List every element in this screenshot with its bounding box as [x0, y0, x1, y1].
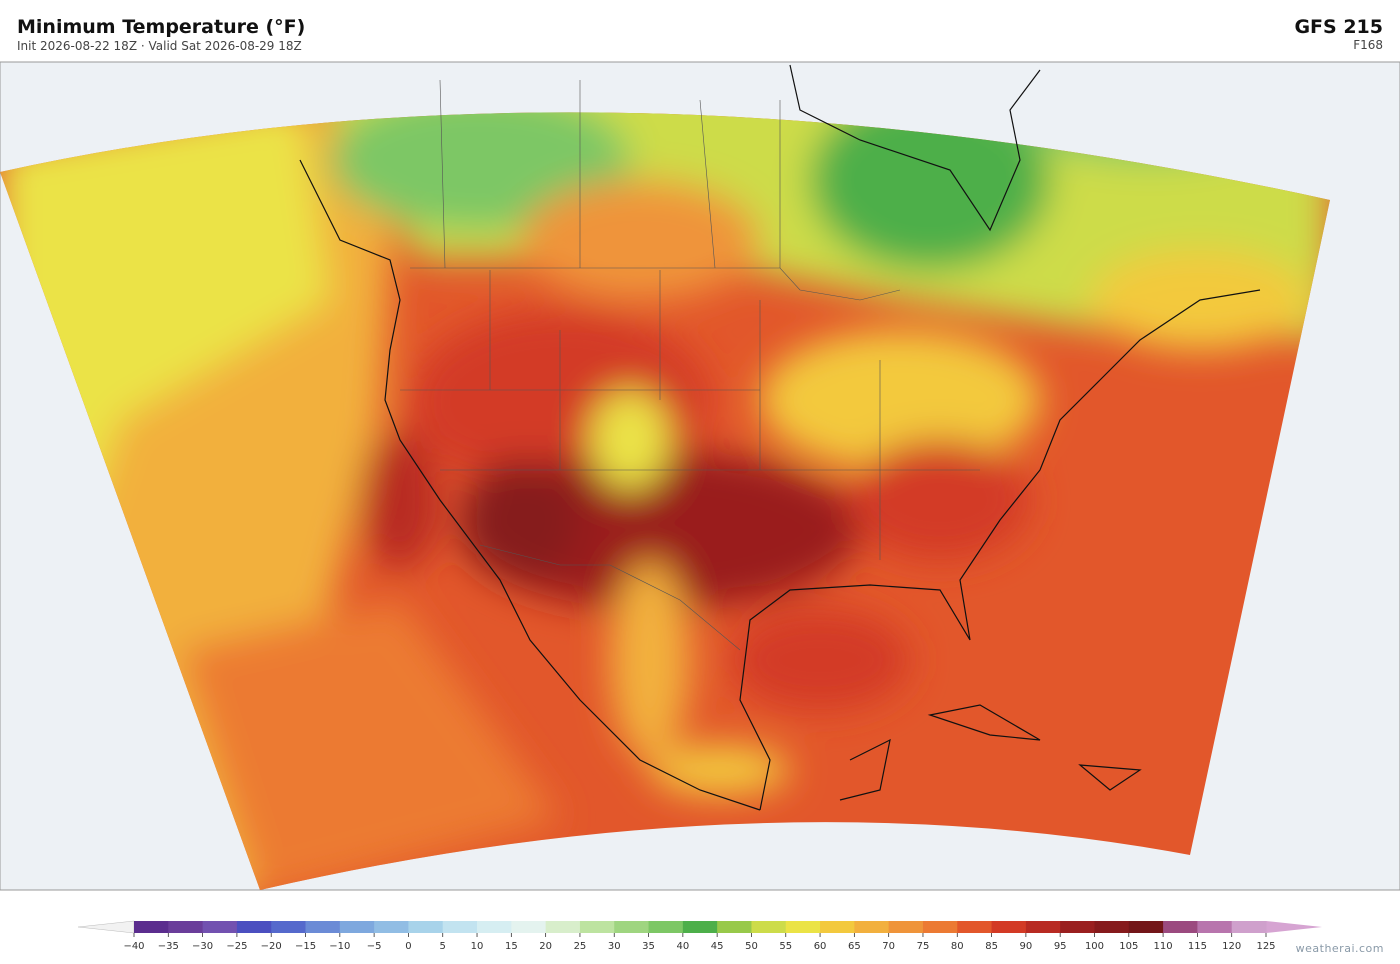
colorbar-bin — [305, 921, 341, 933]
colorbar-bin — [751, 921, 787, 933]
colorbar-bin — [271, 921, 307, 933]
colorbar-tick-label: 20 — [539, 941, 552, 952]
colorbar-tick-label: −5 — [367, 941, 382, 952]
colorbar-tick-label: 10 — [471, 941, 484, 952]
colorbar-bin — [1025, 921, 1061, 933]
colorbar-tick-label: 0 — [405, 941, 411, 952]
colorbar-bin — [236, 921, 272, 933]
forecast-hour: F168 — [1353, 38, 1383, 52]
colorbar-tick-label: 70 — [882, 941, 895, 952]
colorbar-bin — [168, 921, 204, 933]
colorbar-bin — [442, 921, 478, 933]
colorbar-tick-label: −30 — [192, 941, 213, 952]
colorbar-bin — [820, 921, 855, 933]
colorbar-tick-label: 115 — [1188, 941, 1207, 952]
colorbar-tick-label: 50 — [745, 941, 758, 952]
title: Minimum Temperature (°F) — [17, 16, 306, 38]
colorbar-tick-label: 65 — [848, 941, 861, 952]
colorbar-bin — [888, 921, 924, 933]
colorbar-tick-label: −35 — [158, 941, 179, 952]
colorbar-tick-label: 90 — [1020, 941, 1033, 952]
colorbar-tick-label: 75 — [917, 941, 930, 952]
colorbar-tick-label: 95 — [1054, 941, 1067, 952]
colorbar-bin — [134, 921, 169, 933]
colorbar-tick-label: −10 — [329, 941, 350, 952]
colorbar-bin — [545, 921, 581, 933]
colorbar-tick-label: 105 — [1119, 941, 1138, 952]
colorbar-bin — [1231, 921, 1267, 933]
colorbar-tick-label: 100 — [1085, 941, 1104, 952]
colorbar-tick-label: −25 — [226, 941, 247, 952]
colorbar-tick-label: −20 — [261, 941, 282, 952]
coastlines — [299, 64, 1261, 811]
colorbar-tick-label: 110 — [1154, 941, 1173, 952]
colorbar-tick-label: 80 — [951, 941, 964, 952]
colorbar-bin — [991, 921, 1027, 933]
colorbar-tick-label: 35 — [642, 941, 655, 952]
colorbar-bin — [579, 921, 615, 933]
colorbar-under — [77, 920, 135, 934]
colorbar-over — [1266, 921, 1322, 933]
colorbar-bin — [1128, 921, 1164, 933]
colorbar-bin — [1163, 921, 1198, 933]
colorbar-tick-label: 25 — [574, 941, 587, 952]
borders — [400, 79, 980, 651]
colorbar-bin — [1060, 921, 1095, 933]
colorbar-tick-label: 45 — [711, 941, 724, 952]
colorbar-tick-label: 40 — [676, 941, 689, 952]
colorbar-bin — [682, 921, 718, 933]
colorbar-tick-label: 60 — [814, 941, 827, 952]
colorbar-bin — [957, 921, 993, 933]
colorbar-bin — [614, 921, 650, 933]
colorbar-tick-label: 85 — [985, 941, 998, 952]
colorbar-bin — [339, 921, 375, 933]
colorbar-bin — [374, 921, 409, 933]
colorbar-tick-label: 125 — [1256, 941, 1275, 952]
colorbar-bin — [408, 921, 444, 933]
colorbar-bin — [648, 921, 684, 933]
colorbar-tick-label: 120 — [1222, 941, 1241, 952]
subtitle: Init 2026-08-22 18Z · Valid Sat 2026-08-… — [17, 39, 302, 53]
colorbar-tick-label: 55 — [779, 941, 792, 952]
model-label: GFS 215 — [1294, 16, 1383, 38]
colorbar-bin — [1197, 921, 1233, 933]
colorbar-bin — [477, 921, 512, 933]
credit: weatherai.com — [1295, 942, 1384, 955]
colorbar-bin — [1094, 921, 1130, 933]
colorbar-tick-label: 30 — [608, 941, 621, 952]
colorbar-bin — [717, 921, 752, 933]
colorbar-tick-label: −40 — [123, 941, 144, 952]
colorbar-bin — [922, 921, 958, 933]
colorbar-bin — [785, 921, 821, 933]
colorbar-bin — [202, 921, 238, 933]
colorbar-tick-label: 5 — [440, 941, 446, 952]
colorbar-bin — [854, 921, 890, 933]
colorbar-bin — [511, 921, 547, 933]
colorbar-tick-label: 15 — [505, 941, 518, 952]
colorbar-tick-label: −15 — [295, 941, 316, 952]
